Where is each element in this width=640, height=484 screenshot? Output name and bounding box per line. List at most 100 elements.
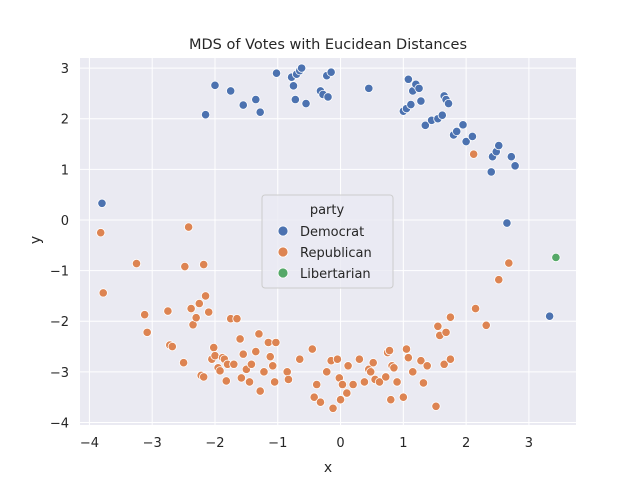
democrat-point: [467, 131, 478, 142]
republican-point: [494, 275, 504, 285]
y-tick-label: 1: [61, 163, 69, 178]
legend-marker-libertarian: [277, 267, 289, 279]
x-tick-label: 3: [525, 436, 533, 451]
republican-point: [254, 329, 264, 339]
republican-point: [167, 341, 177, 352]
republican-point: [180, 261, 190, 272]
republican-point: [200, 291, 211, 301]
legend-title: party: [310, 203, 345, 218]
republican-point: [328, 403, 338, 413]
x-tick-label: 1: [399, 436, 407, 451]
republican-point: [194, 298, 204, 309]
x-tick-labels: −4 −3 −2 −1 0 1 2 3: [80, 436, 533, 451]
republican-point: [268, 361, 278, 371]
democrat-point: [416, 96, 426, 106]
democrat-point: [443, 98, 454, 109]
republican-point: [368, 358, 378, 368]
democrat-point: [414, 83, 424, 93]
republican-point: [259, 367, 269, 377]
republican-point: [481, 320, 491, 330]
republican-point: [332, 354, 343, 364]
democrat-point: [210, 80, 220, 90]
republican-point: [307, 344, 317, 354]
republican-point: [422, 361, 432, 371]
x-axis-label: x: [324, 460, 332, 476]
republican-point: [246, 359, 257, 369]
republican-point: [392, 377, 402, 387]
republican-point: [235, 334, 245, 344]
republican-point: [244, 377, 255, 387]
republican-point: [265, 352, 275, 362]
republican-point: [186, 303, 196, 314]
republican-point: [403, 353, 413, 363]
democrat-point: [486, 167, 496, 177]
democrat-point: [403, 74, 413, 84]
legend: party Democrat Republican Libertarian: [261, 194, 394, 289]
republican-point: [469, 149, 479, 159]
republican-point: [384, 345, 395, 356]
democrat-point: [97, 198, 107, 208]
y-tick-label: −1: [50, 265, 69, 280]
republican-point: [445, 312, 456, 322]
republican-point: [98, 288, 108, 298]
republican-point: [312, 379, 322, 390]
republican-point: [386, 395, 396, 405]
republican-point: [199, 372, 209, 382]
republican-point: [232, 314, 242, 324]
democrat-point: [323, 92, 333, 102]
democrat-point: [420, 120, 430, 130]
democrat-point: [506, 152, 516, 162]
democrat-point: [461, 136, 471, 147]
y-tick-label: −3: [50, 366, 69, 381]
republican-point: [504, 258, 514, 268]
republican-point: [199, 259, 209, 270]
democrat-point: [238, 100, 248, 110]
x-tick-label: −4: [80, 436, 99, 451]
republican-point: [295, 354, 305, 364]
republican-point: [178, 358, 189, 368]
democrat-point: [502, 218, 512, 228]
republican-point: [315, 397, 326, 407]
democrat-point: [226, 86, 236, 96]
democrat-point: [545, 311, 555, 321]
republican-point: [359, 377, 370, 387]
democrat-point: [437, 110, 447, 120]
republican-point: [236, 373, 246, 383]
republican-point: [283, 374, 294, 385]
democrat-point: [326, 67, 336, 77]
democrat-point: [251, 94, 261, 105]
y-tick-labels: −4 −3 −2 −1 0 1 2 3: [50, 62, 69, 431]
y-tick-label: −2: [50, 315, 69, 330]
democrat-point: [297, 63, 307, 73]
democrat-point: [271, 68, 282, 78]
x-tick-label: −1: [268, 436, 287, 451]
legend-box: [261, 194, 394, 289]
democrat-point: [510, 161, 520, 171]
republican-point: [416, 356, 426, 366]
republican-point: [221, 376, 231, 386]
y-tick-label: −4: [50, 416, 69, 431]
republican-point: [374, 377, 385, 387]
republican-point: [354, 354, 364, 364]
republican-point: [96, 228, 106, 238]
republican-point: [184, 222, 194, 232]
republican-point: [398, 392, 408, 402]
democrat-point: [452, 126, 462, 136]
republican-point: [342, 388, 352, 398]
legend-label-republican: Republican: [300, 246, 372, 261]
data-points: [96, 63, 561, 413]
y-axis-label: y: [28, 236, 44, 244]
republican-point: [408, 367, 418, 377]
republican-point: [366, 367, 376, 377]
republican-point: [191, 313, 201, 323]
republican-point: [335, 395, 346, 405]
republican-point: [381, 372, 391, 382]
y-tick-label: 3: [61, 62, 69, 77]
republican-point: [209, 342, 219, 353]
y-tick-label: 0: [61, 214, 69, 229]
republican-point: [238, 349, 248, 359]
democrat-point: [458, 120, 468, 130]
republican-point: [215, 366, 225, 376]
republican-point: [343, 361, 353, 371]
